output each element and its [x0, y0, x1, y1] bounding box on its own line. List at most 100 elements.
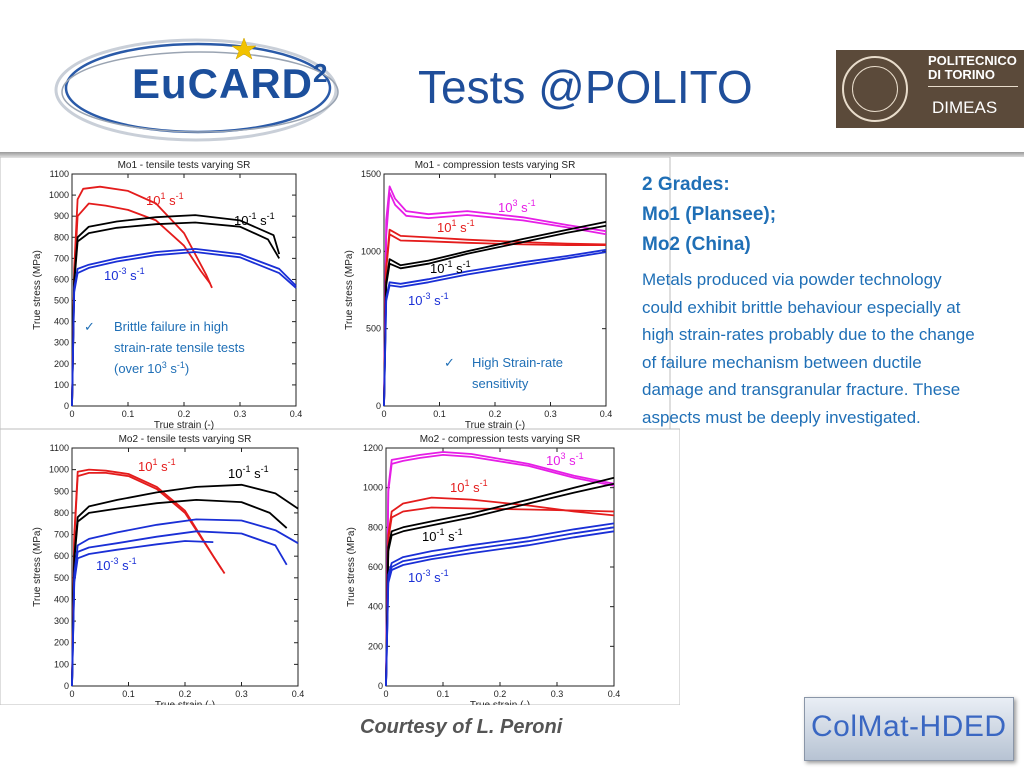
- annotation-line: Brittle failure in high: [114, 319, 228, 334]
- polito-logo: POLITECNICO DI TORINO DIMEAS: [836, 50, 1024, 128]
- y-tick-label: 1200: [363, 443, 383, 453]
- courtesy-note: Courtesy of L. Peroni: [360, 716, 563, 738]
- y-tick-label: 500: [54, 573, 69, 583]
- series-line: [71, 221, 280, 407]
- x-tick-label: 0.4: [292, 689, 305, 699]
- chart-title: Mo2 - compression tests varying SR: [420, 434, 581, 445]
- series-label: 10-1 s-1: [430, 259, 471, 276]
- x-tick-label: 0.3: [234, 409, 247, 419]
- page-title: Tests @POLITO: [418, 61, 753, 113]
- series-label: 103 s-1: [546, 451, 584, 468]
- x-tick-label: 0: [383, 689, 388, 699]
- x-tick-label: 0.1: [122, 689, 135, 699]
- x-tick-label: 0.1: [122, 409, 135, 419]
- series-label: 10-3 s-1: [104, 266, 145, 283]
- series-line: [385, 530, 615, 687]
- series-line: [71, 498, 288, 687]
- polito-divider: [928, 86, 1018, 87]
- series-label: 10-3 s-1: [96, 556, 137, 573]
- chart-title: Mo2 - tensile tests varying SR: [119, 434, 252, 445]
- y-tick-label: 800: [368, 522, 383, 532]
- y-tick-label: 0: [64, 681, 69, 691]
- y-tick-label: 600: [54, 551, 69, 561]
- y-axis-label: True stress (MPa): [32, 527, 43, 607]
- series-line: [383, 224, 607, 407]
- series-label: 10-1 s-1: [228, 464, 269, 481]
- polito-name-line2: DI TORINO: [928, 67, 995, 82]
- series-label: 101 s-1: [138, 457, 176, 474]
- x-tick-label: 0.1: [433, 409, 446, 419]
- chart-title: Mo1 - tensile tests varying SR: [118, 160, 251, 171]
- y-tick-label: 700: [54, 253, 69, 263]
- polito-seal-icon: [842, 56, 908, 122]
- figure-panel: Mo1 - tensile tests varying SR 0 100 200 300…: [0, 157, 680, 705]
- series-line: [383, 233, 606, 407]
- y-tick-label: 1100: [50, 169, 69, 179]
- y-tick-label: 600: [368, 562, 383, 572]
- x-tick-label: 0.4: [608, 689, 621, 699]
- eucard-logo-superscript: 2: [313, 58, 329, 88]
- chart-title: Mo1 - compression tests varying SR: [415, 160, 576, 171]
- y-tick-label: 600: [54, 274, 69, 284]
- x-tick-label: 0: [381, 409, 386, 419]
- y-tick-label: 100: [54, 380, 69, 390]
- polito-name: POLITECNICO DI TORINO: [928, 54, 1017, 82]
- colmat-badge-label: ColMat-HDED: [811, 710, 1007, 743]
- x-tick-label: 0.1: [437, 689, 450, 699]
- series-line: [383, 251, 607, 407]
- charts-figure: Mo1 - tensile tests varying SR 0 100 200 300…: [0, 157, 680, 705]
- polito-department: DIMEAS: [932, 98, 998, 117]
- annotation-line: (over 103 s-1): [114, 360, 189, 376]
- series-line: [383, 191, 607, 407]
- series-label: 101 s-1: [437, 218, 475, 235]
- y-tick-label: 200: [368, 641, 383, 651]
- series-label: 10-3 s-1: [408, 568, 449, 585]
- x-axis-label: True strain (-): [155, 700, 215, 705]
- x-tick-label: 0.2: [489, 409, 502, 419]
- grade-mo1: Mo1 (Plansee);: [642, 204, 777, 225]
- slide-header: EuCARD2 Tests @POLITO POLITECNICO DI TOR…: [0, 0, 1024, 152]
- eucard-logo: [54, 37, 339, 142]
- y-tick-label: 1000: [363, 483, 383, 493]
- header-rule: [0, 152, 1024, 157]
- y-tick-label: 1000: [49, 465, 69, 475]
- y-tick-label: 500: [366, 324, 381, 334]
- series-line: [385, 506, 615, 687]
- y-tick-label: 400: [54, 317, 69, 327]
- y-tick-label: 400: [368, 602, 383, 612]
- y-tick-label: 300: [54, 616, 69, 626]
- series-label: 101 s-1: [146, 191, 184, 208]
- y-tick-label: 1000: [361, 246, 381, 256]
- series-line: [71, 471, 223, 687]
- y-tick-label: 900: [54, 486, 69, 496]
- star-icon: [231, 37, 257, 60]
- check-icon: ✓: [84, 319, 95, 334]
- y-tick-label: 1500: [361, 169, 381, 179]
- x-axis-label: True strain (-): [465, 420, 525, 431]
- x-axis-label: True strain (-): [470, 700, 530, 705]
- grade-mo2: Mo2 (China): [642, 234, 751, 255]
- x-tick-label: 0.2: [178, 409, 191, 419]
- y-tick-label: 1100: [50, 443, 69, 453]
- series-label: 101 s-1: [450, 478, 488, 495]
- y-axis-label: True stress (MPa): [344, 250, 355, 330]
- series-line: [385, 482, 615, 687]
- y-tick-label: 900: [54, 211, 69, 221]
- grades-heading: 2 Grades:: [642, 174, 730, 195]
- side-text: 2 Grades: Mo1 (Plansee); Mo2 (China) Met…: [642, 170, 982, 431]
- y-tick-label: 200: [54, 359, 69, 369]
- eucard-logo-word: EuCARD: [132, 60, 313, 107]
- colmat-badge: ColMat-HDED: [804, 697, 1014, 761]
- x-tick-label: 0.4: [290, 409, 303, 419]
- side-body-text: Metals produced via powder technology co…: [642, 270, 975, 427]
- eucard-logo-text: EuCARD2: [132, 58, 329, 108]
- series-line: [71, 251, 297, 407]
- y-tick-label: 0: [376, 401, 381, 411]
- series-line: [385, 453, 615, 687]
- x-axis-label: True strain (-): [154, 420, 214, 431]
- x-tick-label: 0: [69, 409, 74, 419]
- x-tick-label: 0.3: [544, 409, 557, 419]
- series-label: 10-1 s-1: [234, 211, 275, 228]
- y-axis-label: True stress (MPa): [346, 527, 357, 607]
- y-tick-label: 0: [378, 681, 383, 691]
